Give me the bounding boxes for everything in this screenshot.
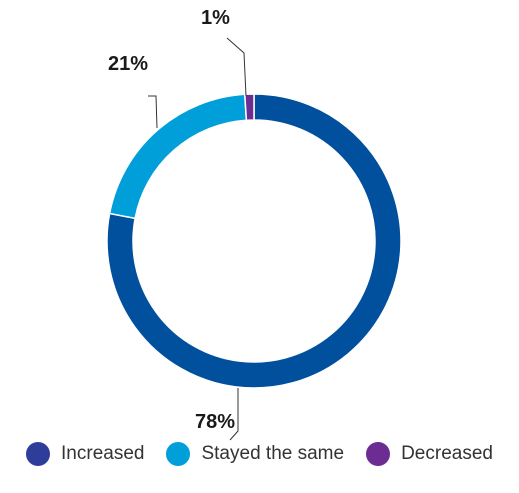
donut-slice-increased xyxy=(106,93,402,389)
legend-swatch-increased xyxy=(26,442,51,466)
legend-swatch-decreased xyxy=(366,442,391,466)
legend-swatch-stayed-the-same xyxy=(166,442,191,466)
leader-line-decreased xyxy=(226,37,247,97)
legend-item-stayed-the-same: Stayed the same xyxy=(166,442,344,466)
legend-label-decreased: Decreased xyxy=(401,443,493,464)
leader-line-stayed-the-same xyxy=(148,95,158,129)
data-label-decreased: 1% xyxy=(201,7,230,29)
legend-label-stayed-the-same: Stayed the same xyxy=(201,443,345,464)
legend-label-increased: Increased xyxy=(61,443,145,464)
donut-slice-stayed-the-same xyxy=(108,93,248,220)
chart-legend: Increased Stayed the same Decreased xyxy=(0,438,519,470)
legend-item-decreased: Decreased xyxy=(366,442,493,466)
donut-slice-decreased xyxy=(243,93,255,122)
legend-item-increased: Increased xyxy=(26,442,144,466)
data-label-stayed-the-same: 21% xyxy=(108,53,149,75)
data-label-increased: 78% xyxy=(195,411,236,433)
leader-line-increased xyxy=(229,388,239,441)
